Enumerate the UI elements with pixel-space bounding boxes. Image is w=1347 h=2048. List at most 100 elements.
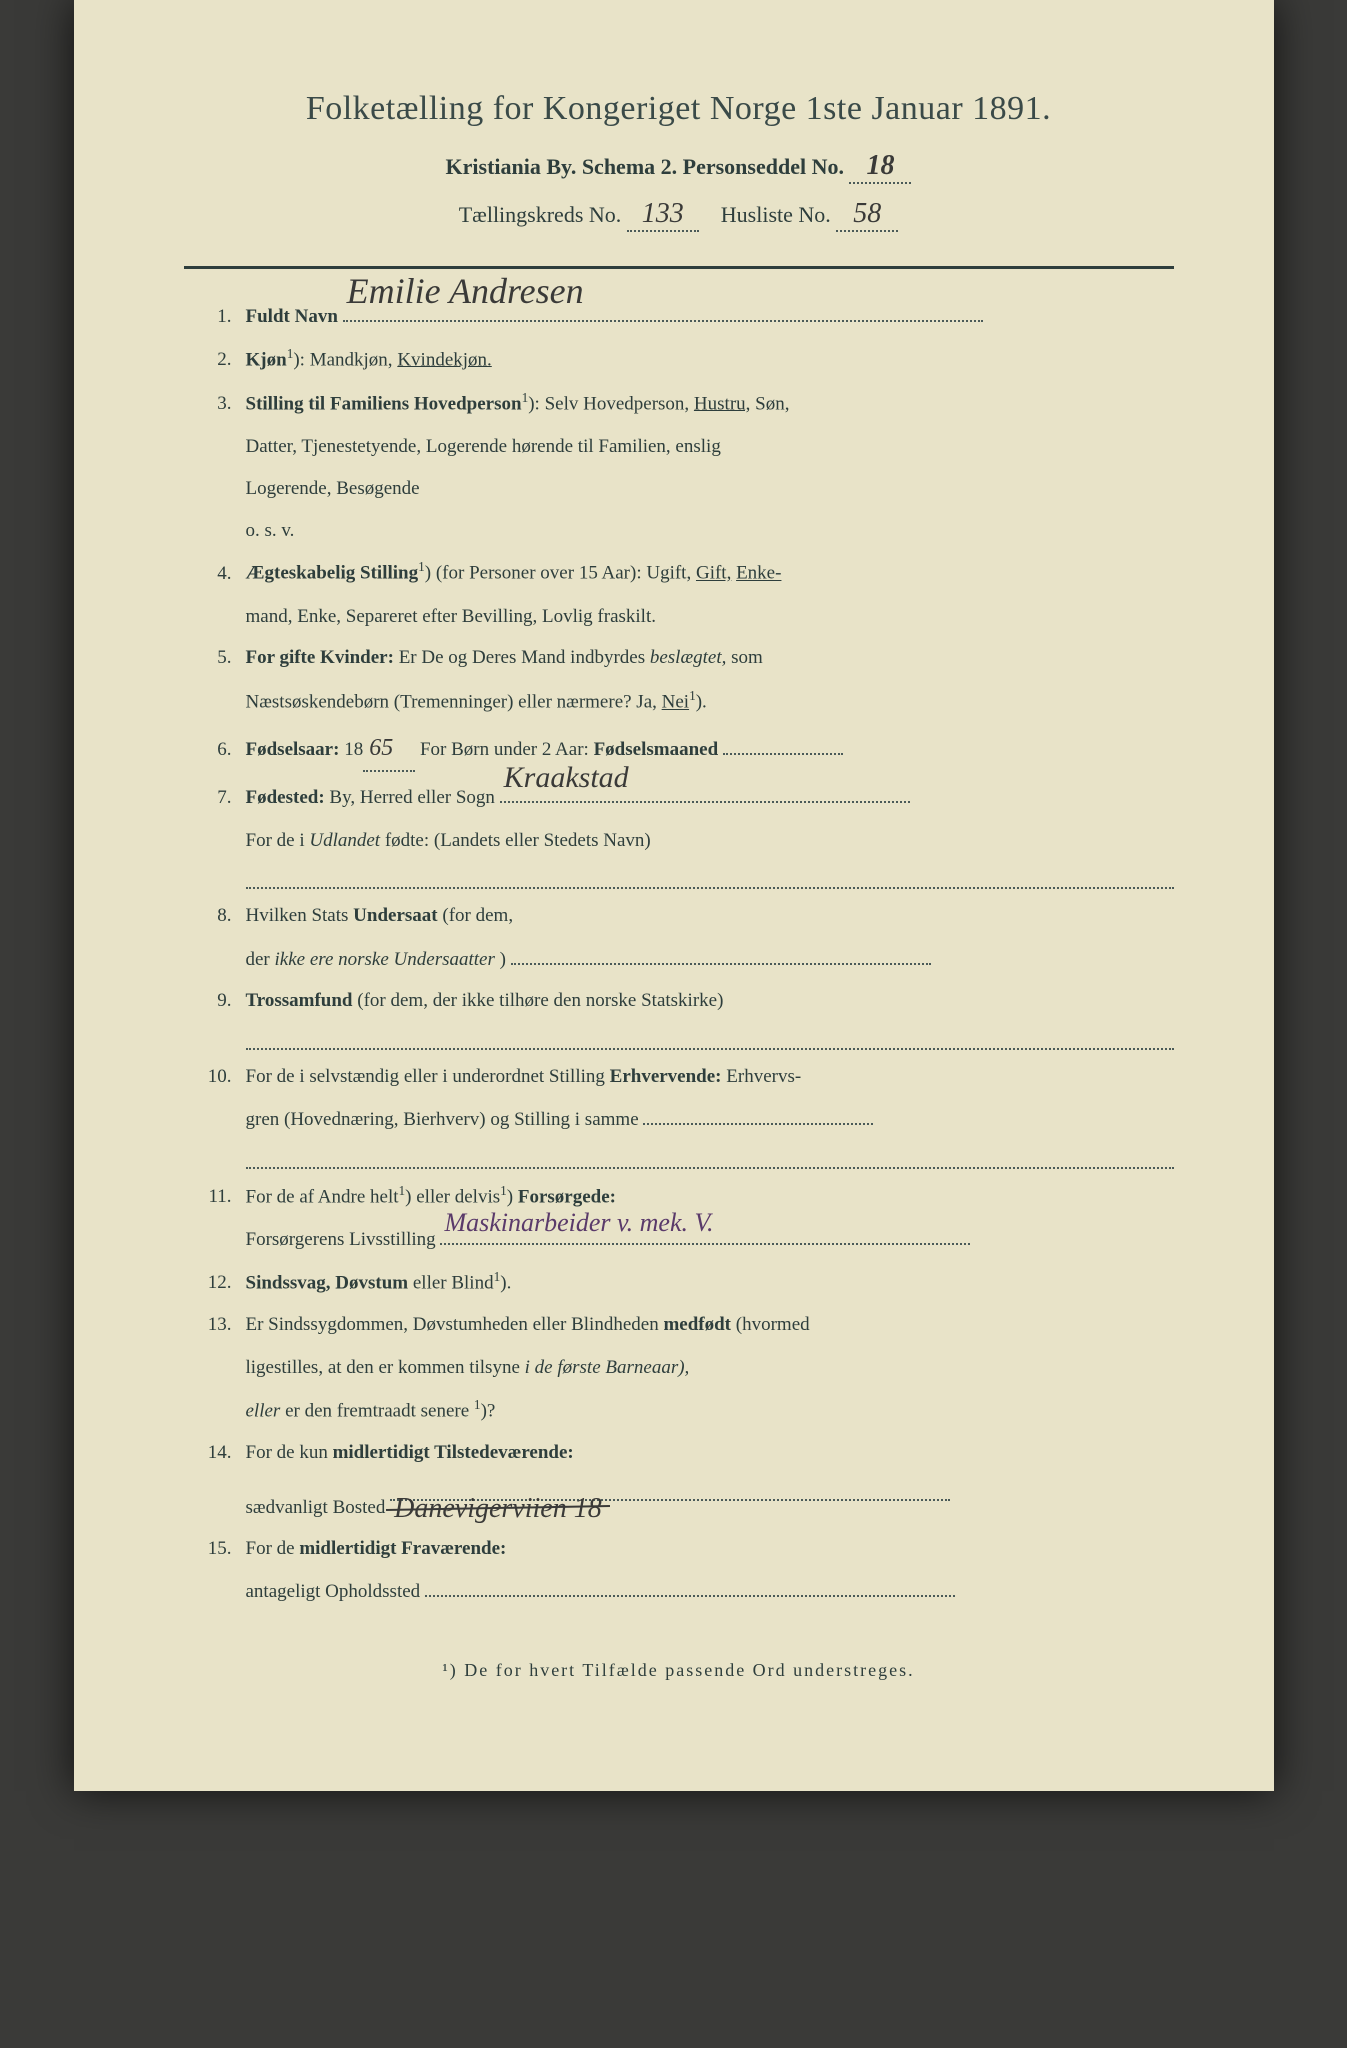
- q7-label: Fødested:: [246, 787, 325, 808]
- q5-line2-wrap: Næstsøskendebørn (Tremenninger) eller næ…: [246, 683, 1174, 720]
- q5-label: For gifte Kvinder:: [246, 647, 394, 668]
- q5-num: 5.: [184, 641, 246, 675]
- q13-texta: Er Sindssygdommen, Døvstumheden eller Bl…: [246, 1314, 664, 1335]
- q15-num: 15.: [184, 1532, 246, 1566]
- q13-line3a: eller: [246, 1401, 281, 1422]
- q3-line4: o. s. v.: [246, 513, 1174, 549]
- q1-row: 1. Fuldt Navn Emilie Andresen: [184, 299, 1174, 334]
- q12-row: 12. Sindssvag, Døvstum eller Blind1).: [184, 1265, 1174, 1301]
- q14-label: midlertidigt Tilstedeværende:: [333, 1442, 574, 1463]
- q8-texta: Hvilken Stats: [246, 905, 354, 926]
- q5-text2: som: [731, 647, 763, 668]
- q13-textb: (hvormed: [736, 1314, 810, 1335]
- q1-label: Fuldt Navn: [246, 306, 338, 327]
- q2-num: 2.: [184, 343, 246, 377]
- q3-text1b: Søn,: [755, 393, 789, 414]
- q3-label: Stilling til Familiens Hovedperson: [246, 393, 522, 414]
- q15-row: 15. For de midlertidigt Fraværende:: [184, 1532, 1174, 1566]
- q4-line2: mand, Enke, Separeret efter Bevilling, L…: [246, 599, 1174, 635]
- q12-num: 12.: [184, 1266, 246, 1300]
- q9-row: 9. Trossamfund (for dem, der ikke tilhør…: [184, 984, 1174, 1018]
- q4-gift: Gift,: [696, 563, 731, 584]
- q13-line3-wrap: eller er den fremtraadt senere 1)?: [246, 1392, 1174, 1429]
- divider: [184, 266, 1174, 269]
- q8-line2i: ikke ere norske Undersaatter: [275, 949, 495, 970]
- q5-text1: Er De og Deres Mand indbyrdes: [399, 647, 650, 668]
- q11-num: 11.: [184, 1180, 246, 1214]
- q8-line2: der: [246, 949, 275, 970]
- q7-blank: [246, 865, 1174, 889]
- q11-texta: For de af Andre helt: [246, 1186, 399, 1207]
- q8-num: 8.: [184, 899, 246, 933]
- q8-row: 8. Hvilken Stats Undersaat (for dem,: [184, 899, 1174, 933]
- q10-line2-wrap: gren (Hovednæring, Bierhverv) og Stillin…: [246, 1102, 1174, 1138]
- q13-line2a: ligestilles, at den er kommen tilsyne: [246, 1357, 525, 1378]
- q7-line2-wrap: For de i Udlandet fødte: (Landets eller …: [246, 823, 1174, 859]
- q7-line2c: fødte: (Landets eller Stedets Navn): [385, 830, 651, 851]
- q6-label: Fødselsaar:: [246, 739, 340, 760]
- q3-line3: Logerende, Besøgende: [246, 471, 1174, 507]
- husliste-number: 58: [836, 198, 898, 232]
- q8-textb: (for dem,: [442, 905, 513, 926]
- q13-line2i: i de første Barneaar),: [525, 1357, 690, 1378]
- q7-line2b: Udlandet: [309, 830, 380, 851]
- q9-blank: [246, 1026, 1174, 1050]
- q7-value: Kraakstad: [504, 751, 629, 805]
- q8-line2-wrap: der ikke ere norske Undersaatter ): [246, 942, 1174, 978]
- q3-text1: Selv Hovedperson,: [545, 393, 694, 414]
- kreds-number: 133: [627, 198, 699, 232]
- q15-line2: antageligt Opholdssted: [246, 1581, 421, 1602]
- personseddel-number: 18: [849, 150, 911, 184]
- q6-num: 6.: [184, 733, 246, 767]
- q10-row: 10. For de i selvstændig eller i underor…: [184, 1060, 1174, 1094]
- q11-value: Maskinarbeider v. mek. V.: [444, 1198, 713, 1247]
- q14-row: 14. For de kun midlertidigt Tilstedevære…: [184, 1436, 1174, 1470]
- q15-texta: For de: [246, 1538, 300, 1559]
- q10-label: Erhvervende:: [610, 1066, 722, 1087]
- footnote: ¹) De for hvert Tilfælde passende Ord un…: [184, 1660, 1174, 1681]
- q7-text: By, Herred eller Sogn: [329, 787, 495, 808]
- q14-line2: sædvanligt Bosted: [246, 1497, 386, 1518]
- q13-label: medfødt: [663, 1314, 731, 1335]
- q3-hustru: Hustru,: [694, 393, 750, 414]
- q5-ital1: beslægtet,: [650, 647, 727, 668]
- q2-row: 2. Kjøn1): Mandkjøn, Kvindekjøn.: [184, 342, 1174, 378]
- q8-label: Undersaat: [353, 905, 437, 926]
- q1-name-value: Emilie Andresen: [347, 259, 584, 324]
- q12-text: eller Blind: [413, 1272, 494, 1293]
- q2-label: Kjøn: [246, 349, 287, 370]
- subtitle-prefix: Kristiania By. Schema 2. Personseddel No…: [446, 154, 844, 179]
- q4-label: Ægteskabelig Stilling: [246, 563, 419, 584]
- q14-num: 14.: [184, 1436, 246, 1470]
- q15-line2-wrap: antageligt Opholdssted: [246, 1574, 1174, 1610]
- q7-num: 7.: [184, 781, 246, 815]
- q7-row: 7. Fødested: By, Herred eller Sogn Kraak…: [184, 780, 1174, 815]
- subtitle-line2: Tællingskreds No. 133 Husliste No. 58: [184, 198, 1174, 232]
- q6-row: 6. Fødselsaar: 1865 For Børn under 2 Aar…: [184, 727, 1174, 772]
- q1-num: 1.: [184, 300, 246, 334]
- q9-num: 9.: [184, 984, 246, 1018]
- q4-row: 4. Ægteskabelig Stilling1) (for Personer…: [184, 555, 1174, 591]
- q4-paren: (for Personer over 15 Aar): Ugift,: [436, 563, 696, 584]
- q14-line2-wrap: sædvanligt Bosted Danevigerviien 18: [246, 1478, 1174, 1526]
- q4-num: 4.: [184, 557, 246, 591]
- q7-line2a: For de i: [246, 830, 310, 851]
- q5-line2: Næstsøskendebørn (Tremenninger) eller næ…: [246, 692, 662, 713]
- q10-num: 10.: [184, 1060, 246, 1094]
- q5-nei: Nei: [662, 692, 689, 713]
- q11-line2-wrap: Forsørgerens Livsstilling Maskinarbeider…: [246, 1222, 1174, 1258]
- census-form-page: Folketælling for Kongeriget Norge 1ste J…: [74, 0, 1274, 1791]
- q3-num: 3.: [184, 387, 246, 421]
- q3-row: 3. Stilling til Familiens Hovedperson1):…: [184, 386, 1174, 422]
- q11-line2: Forsørgerens Livsstilling: [246, 1229, 441, 1250]
- q13-num: 13.: [184, 1308, 246, 1342]
- page-title: Folketælling for Kongeriget Norge 1ste J…: [184, 90, 1174, 128]
- q15-label: midlertidigt Fraværende:: [299, 1538, 506, 1559]
- q14-value: Danevigerviien 18: [394, 1482, 602, 1535]
- q12-label: Sindssvag, Døvstum: [246, 1272, 409, 1293]
- q10-textb: Erhvervs-: [726, 1066, 801, 1087]
- q9-text: (for dem, der ikke tilhøre den norske St…: [357, 990, 723, 1011]
- subtitle-line: Kristiania By. Schema 2. Personseddel No…: [184, 150, 1174, 184]
- q2-option-female: Kvindekjøn.: [397, 349, 491, 370]
- kreds-label: Tællingskreds No.: [459, 202, 622, 227]
